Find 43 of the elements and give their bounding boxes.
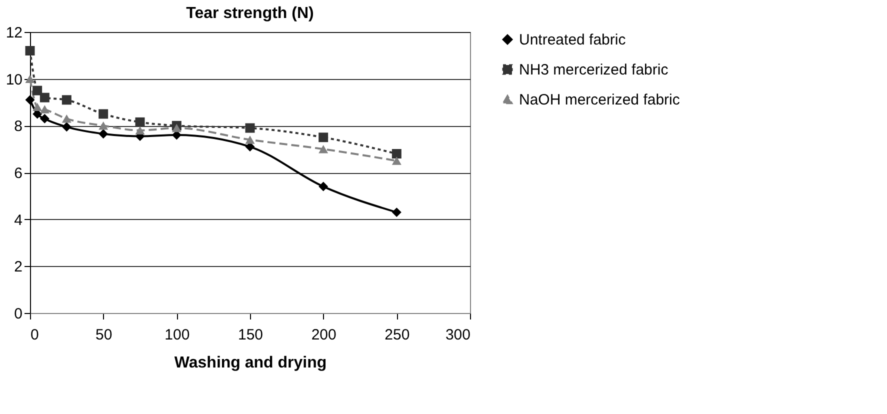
x-tick-label: 100 <box>164 326 190 344</box>
y-tick-label: 12 <box>6 24 22 42</box>
y-tick-label: 0 <box>14 306 22 322</box>
point <box>318 144 328 154</box>
point <box>32 86 42 96</box>
x-tick-label: 250 <box>384 326 410 344</box>
point <box>98 129 108 139</box>
point <box>245 136 255 144</box>
legend-label: Untreated fabric <box>519 32 626 48</box>
x-axis-title: Washing and drying <box>174 354 327 372</box>
point <box>40 105 50 114</box>
chart-title: Tear strength (N) <box>186 5 314 22</box>
point <box>318 182 328 192</box>
point <box>135 117 145 127</box>
x-tick-label: 150 <box>238 326 264 344</box>
point <box>245 123 255 133</box>
x-tick-label: 0 <box>30 326 39 344</box>
point <box>318 132 328 142</box>
point <box>98 122 108 130</box>
point <box>392 156 402 165</box>
point <box>135 126 145 134</box>
point <box>62 114 72 123</box>
point <box>25 46 35 56</box>
y-tick-label: 2 <box>14 258 22 276</box>
point <box>98 109 108 119</box>
y-tick-label: 10 <box>6 71 22 88</box>
point <box>392 149 402 159</box>
point <box>40 92 50 102</box>
point <box>25 95 35 105</box>
x-tick-label: 50 <box>95 326 112 344</box>
y-tick-label: 8 <box>14 118 22 136</box>
point <box>40 114 50 124</box>
point <box>62 95 72 105</box>
y-tick-label: 6 <box>14 165 22 182</box>
legend-label: NH3 mercerized fabric <box>519 62 669 78</box>
point <box>172 124 182 132</box>
x-tick-label: 200 <box>311 326 336 344</box>
point <box>392 208 402 218</box>
y-tick-label: 4 <box>14 212 22 229</box>
point <box>32 102 42 112</box>
legend-label: NaOH mercerized fabric <box>519 92 680 108</box>
x-tick-label: 300 <box>445 326 470 344</box>
point <box>62 122 72 132</box>
